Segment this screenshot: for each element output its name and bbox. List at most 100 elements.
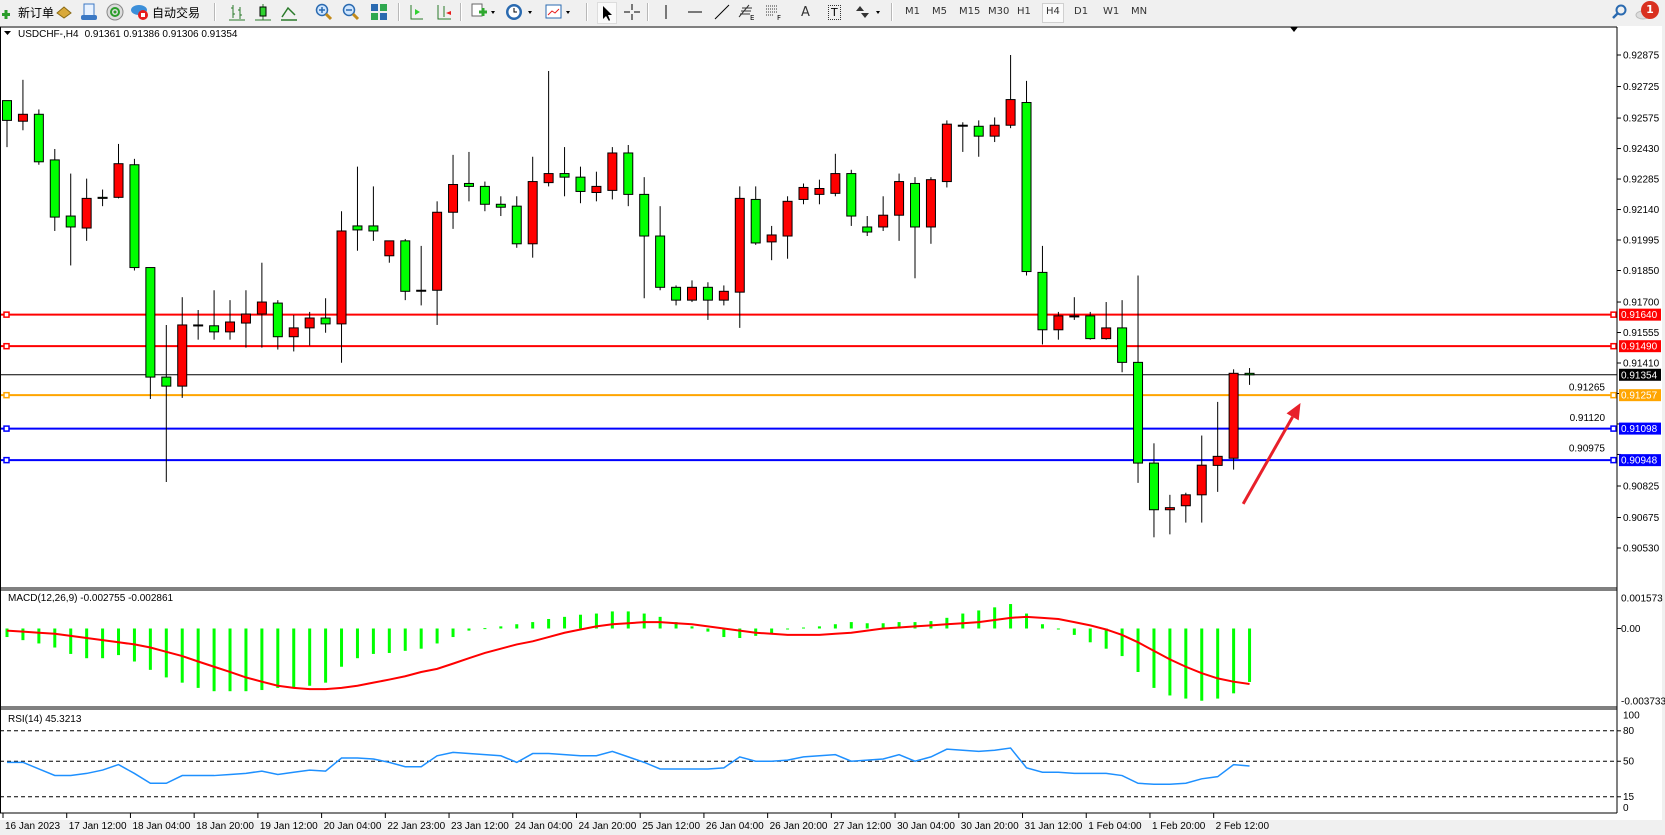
time-axis-label: 18 Jan 20:00 xyxy=(196,821,254,832)
templates-button[interactable] xyxy=(545,2,573,22)
periodicity-icon xyxy=(506,4,532,20)
macd-histogram-bar xyxy=(53,628,57,648)
candle-body xyxy=(702,286,713,301)
price-tag-background xyxy=(1619,454,1661,467)
autotrading-button[interactable]: 自动交易 xyxy=(130,2,200,22)
macd-histogram-bar xyxy=(722,628,726,638)
search-button[interactable] xyxy=(1610,2,1628,22)
horizontal-line-button[interactable] xyxy=(686,2,704,22)
macd-histogram-bar xyxy=(786,628,790,630)
fibo-fan-button[interactable]: F xyxy=(764,2,784,22)
price-axis-label-background xyxy=(1569,381,1607,393)
price-axis-label: 0.91700 xyxy=(1623,298,1660,309)
candle-body xyxy=(304,317,315,329)
candle-body xyxy=(766,234,777,243)
timeframe-h1[interactable]: H1 xyxy=(1017,6,1031,17)
indicators-button[interactable] xyxy=(470,2,496,22)
candlestick-button[interactable] xyxy=(254,2,272,22)
new-order-button[interactable]: 新订单 xyxy=(2,2,54,22)
candle-body xyxy=(495,203,506,208)
macd-histogram-bar xyxy=(1184,628,1188,699)
macd-histogram-bar xyxy=(706,628,710,632)
candle-body xyxy=(49,159,60,218)
candle-body xyxy=(97,196,108,199)
candle-body xyxy=(463,182,474,187)
candle-body xyxy=(686,286,697,301)
timeframe-m1[interactable]: M1 xyxy=(905,6,920,17)
zoom-out-button[interactable] xyxy=(342,2,360,22)
line-anchor-handle xyxy=(1610,456,1617,464)
timeframe-h4[interactable]: H4 xyxy=(1042,3,1064,23)
trendline-button[interactable] xyxy=(713,2,731,22)
candle-body xyxy=(798,186,809,200)
zoom-in-button[interactable] xyxy=(315,2,333,22)
macd-histogram-bar xyxy=(897,622,901,629)
navigator-button[interactable] xyxy=(80,2,98,22)
candle-body xyxy=(320,317,331,325)
line-anchor-handle xyxy=(1610,391,1617,399)
candle-body xyxy=(1037,271,1048,331)
macd-histogram-bar xyxy=(977,610,981,629)
candle-body xyxy=(1148,462,1159,511)
vertical-line-button[interactable] xyxy=(657,2,675,22)
timeframe-m15[interactable]: M15 xyxy=(959,6,981,17)
toolbar-separator xyxy=(398,3,400,21)
macd-histogram-bar xyxy=(642,613,646,629)
tile-windows-button[interactable] xyxy=(370,2,388,22)
toolbar-separator xyxy=(214,3,216,21)
candle-body xyxy=(591,185,602,193)
price-axis-label-background xyxy=(1569,411,1607,423)
notification-badge: 1 xyxy=(1641,1,1659,19)
auto-scroll-button[interactable] xyxy=(407,2,425,22)
toolbar-separator xyxy=(586,3,588,21)
annotation-arrow-shaft xyxy=(1241,416,1294,505)
macd-histogram-bar xyxy=(1040,624,1044,629)
timeframe-mn[interactable]: MN xyxy=(1131,6,1148,17)
macd-histogram-bar xyxy=(292,628,296,688)
timeframe-m30[interactable]: M30 xyxy=(988,6,1010,17)
time-axis-label: 30 Jan 04:00 xyxy=(897,821,955,832)
candle-body xyxy=(368,225,379,232)
rsi-axis-label: 15 xyxy=(1623,792,1635,803)
line-chart-button[interactable] xyxy=(280,2,298,22)
candle-body xyxy=(416,289,427,292)
timeframe-m5[interactable]: M5 xyxy=(932,6,947,17)
fibonacci-button[interactable]: E xyxy=(737,2,757,22)
line-anchor-handle xyxy=(3,342,10,350)
chart-background xyxy=(0,26,1662,820)
macd-histogram-bar xyxy=(228,628,232,692)
cursor-button[interactable] xyxy=(597,2,617,24)
timeframe-w1[interactable]: W1 xyxy=(1103,6,1120,17)
candle-body xyxy=(113,163,124,198)
macd-histogram-bar xyxy=(1200,628,1204,701)
time-axis-label: 1 Feb 20:00 xyxy=(1152,821,1206,832)
text-label-button[interactable]: T xyxy=(828,2,841,22)
macd-histogram-bar xyxy=(865,623,869,629)
price-axis-label: 0.92575 xyxy=(1623,114,1660,125)
macd-histogram-bar xyxy=(101,628,105,659)
candle-body xyxy=(894,181,905,216)
chart-shift-marker xyxy=(1290,27,1298,32)
macd-histogram-bar xyxy=(1248,628,1252,682)
bar-chart-button[interactable] xyxy=(228,2,246,22)
tile-windows-icon xyxy=(371,4,387,20)
arrows-button[interactable] xyxy=(853,2,883,22)
candle-body xyxy=(1085,315,1096,340)
text-button[interactable]: A xyxy=(801,2,810,22)
candle-body xyxy=(1005,99,1016,126)
chart-shift-button[interactable] xyxy=(435,2,453,22)
macd-histogram-bar xyxy=(833,624,837,629)
periodicity-button[interactable] xyxy=(505,2,535,22)
crosshair-button[interactable] xyxy=(623,2,641,22)
macd-histogram-bar xyxy=(244,628,248,692)
indicators-icon xyxy=(471,3,495,17)
timeframe-d1[interactable]: D1 xyxy=(1074,6,1089,17)
symbol-dropdown-icon[interactable] xyxy=(4,31,11,35)
macd-histogram-bar xyxy=(483,628,487,630)
signals-button[interactable] xyxy=(106,2,124,22)
macd-histogram-bar xyxy=(610,611,614,629)
macd-histogram-bar xyxy=(1104,628,1108,649)
fibonacci-icon: E xyxy=(738,4,754,21)
market-watch-button[interactable] xyxy=(55,2,73,22)
